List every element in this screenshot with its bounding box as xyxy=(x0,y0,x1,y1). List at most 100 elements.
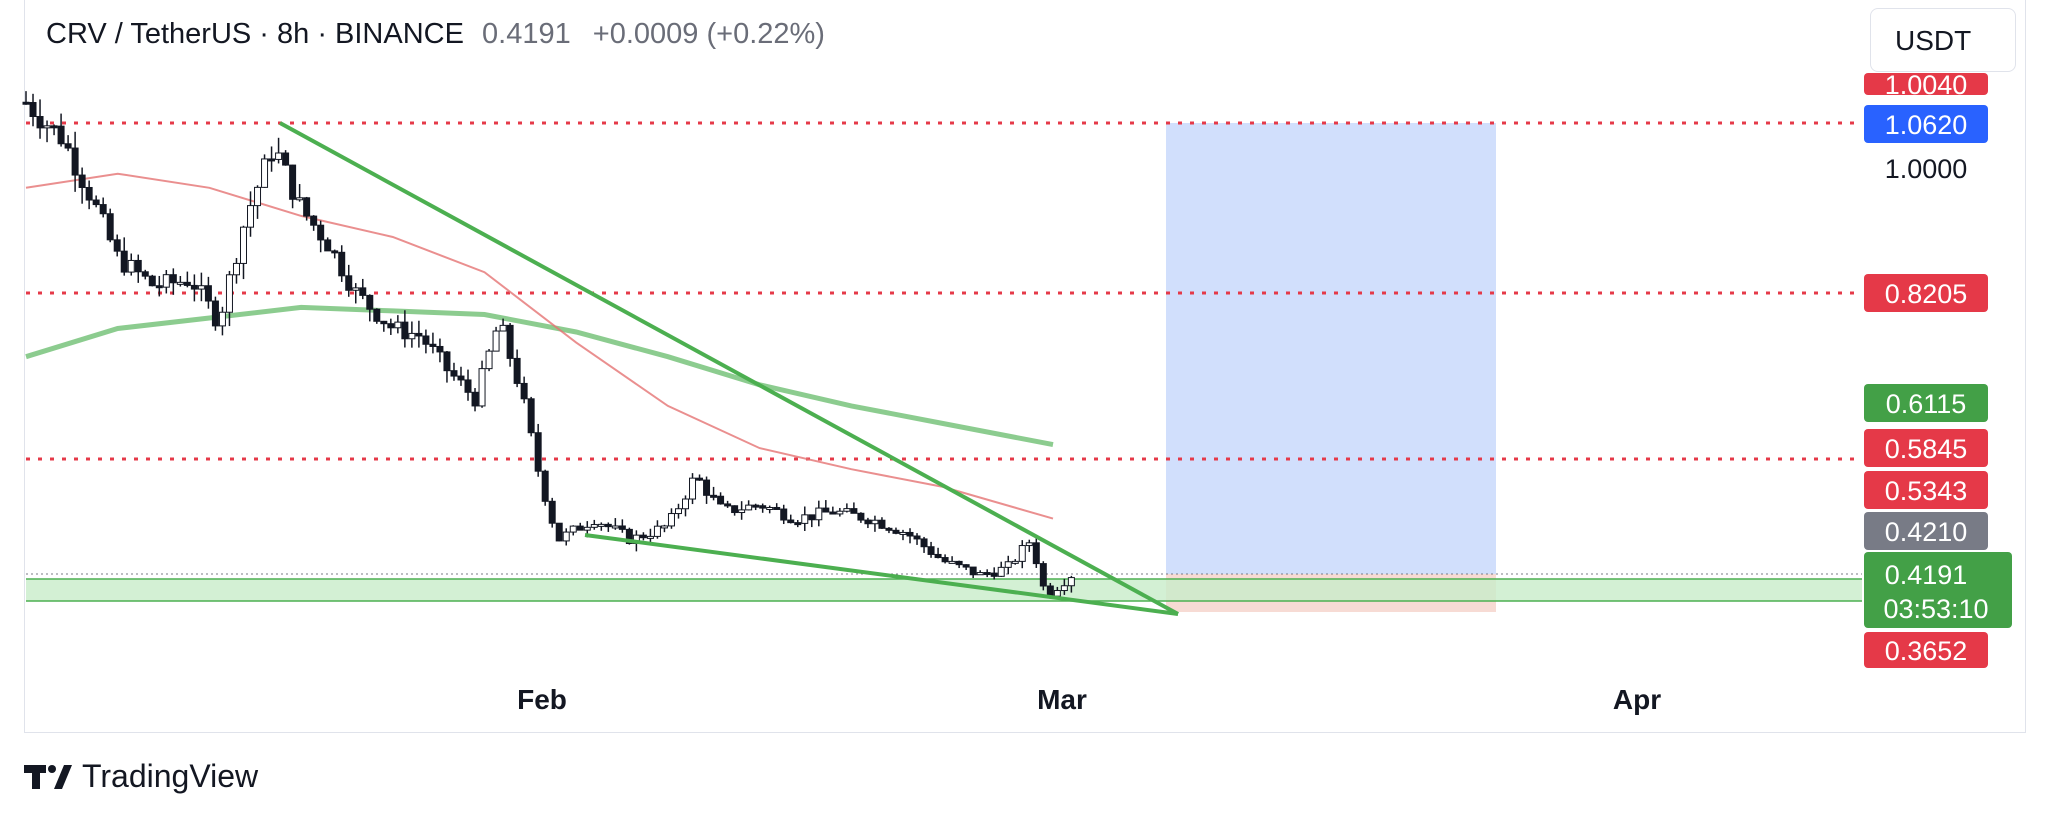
candle[interactable] xyxy=(99,204,107,215)
target-zone[interactable] xyxy=(1166,123,1496,575)
candle[interactable] xyxy=(892,529,900,534)
ma-fast-line[interactable] xyxy=(25,172,1054,520)
candle[interactable] xyxy=(359,287,367,296)
candle[interactable] xyxy=(331,250,339,254)
candle[interactable] xyxy=(717,495,725,505)
candle[interactable] xyxy=(275,152,283,160)
candle[interactable] xyxy=(878,519,886,529)
candle[interactable] xyxy=(485,350,493,370)
candle[interactable] xyxy=(317,224,325,241)
candle[interactable] xyxy=(247,205,255,228)
candle[interactable] xyxy=(324,239,332,252)
candle[interactable] xyxy=(239,226,247,264)
candle[interactable] xyxy=(703,479,711,496)
candle[interactable] xyxy=(1060,585,1068,592)
candle[interactable] xyxy=(660,525,668,529)
candle[interactable] xyxy=(92,199,100,206)
candle[interactable] xyxy=(282,152,290,166)
candle[interactable] xyxy=(1053,590,1061,597)
candle[interactable] xyxy=(696,477,704,481)
trendline-upper[interactable] xyxy=(279,121,1179,616)
candle[interactable] xyxy=(815,507,823,521)
candle[interactable] xyxy=(962,564,970,568)
candle[interactable] xyxy=(548,500,556,524)
candle[interactable] xyxy=(338,251,346,277)
candle[interactable] xyxy=(225,274,233,313)
candle[interactable] xyxy=(464,379,472,393)
candle[interactable] xyxy=(646,535,654,539)
candle[interactable] xyxy=(162,274,170,288)
candle[interactable] xyxy=(562,531,570,542)
candle[interactable] xyxy=(64,143,72,149)
candle[interactable] xyxy=(394,321,402,329)
candle[interactable] xyxy=(254,186,262,207)
candle[interactable] xyxy=(85,186,93,201)
candle[interactable] xyxy=(682,498,690,510)
candle[interactable] xyxy=(436,345,444,353)
candle[interactable] xyxy=(604,523,612,528)
candle[interactable] xyxy=(822,507,830,513)
candle[interactable] xyxy=(50,125,58,129)
candle[interactable] xyxy=(1018,545,1026,562)
candle[interactable] xyxy=(611,525,619,529)
candle[interactable] xyxy=(976,572,984,576)
candle[interactable] xyxy=(120,250,128,273)
candle[interactable] xyxy=(583,526,591,531)
candle[interactable] xyxy=(667,513,675,527)
candle[interactable] xyxy=(1067,577,1075,587)
candle[interactable] xyxy=(36,116,44,129)
candle[interactable] xyxy=(211,300,219,327)
candle[interactable] xyxy=(913,535,921,540)
candle[interactable] xyxy=(1046,585,1054,597)
candle[interactable] xyxy=(794,522,802,526)
tradingview-logo[interactable]: TradingView xyxy=(24,758,258,795)
candle[interactable] xyxy=(850,508,858,514)
candle[interactable] xyxy=(569,525,577,533)
candle[interactable] xyxy=(885,527,893,531)
candle[interactable] xyxy=(766,506,774,510)
candle[interactable] xyxy=(443,351,451,372)
candle[interactable] xyxy=(710,494,718,498)
candle[interactable] xyxy=(345,275,353,291)
candle[interactable] xyxy=(625,528,633,544)
candle[interactable] xyxy=(948,560,956,564)
candle[interactable] xyxy=(478,368,486,407)
candle[interactable] xyxy=(590,524,598,528)
candle[interactable] xyxy=(408,332,416,340)
candle[interactable] xyxy=(534,432,542,472)
candle[interactable] xyxy=(232,262,240,276)
candle[interactable] xyxy=(141,271,149,277)
candle[interactable] xyxy=(653,525,661,537)
candle[interactable] xyxy=(576,525,584,531)
candle[interactable] xyxy=(829,511,837,515)
candle[interactable] xyxy=(401,321,409,340)
candle[interactable] xyxy=(780,508,788,521)
candle[interactable] xyxy=(618,525,626,530)
candle[interactable] xyxy=(871,519,879,525)
candle[interactable] xyxy=(639,534,647,539)
candle[interactable] xyxy=(674,508,682,515)
candle[interactable] xyxy=(801,514,809,524)
candle[interactable] xyxy=(513,357,521,384)
candle[interactable] xyxy=(415,332,423,337)
candle[interactable] xyxy=(22,101,30,105)
candle[interactable] xyxy=(387,323,395,329)
candle[interactable] xyxy=(296,197,304,201)
candle[interactable] xyxy=(499,324,507,332)
candle[interactable] xyxy=(29,102,37,118)
candle[interactable] xyxy=(261,158,269,188)
candle[interactable] xyxy=(920,538,928,548)
support-zone[interactable] xyxy=(26,579,1862,601)
candle[interactable] xyxy=(843,508,851,512)
candle[interactable] xyxy=(857,512,865,521)
candle[interactable] xyxy=(738,509,746,514)
candle[interactable] xyxy=(127,259,135,273)
candle[interactable] xyxy=(190,284,198,290)
candle[interactable] xyxy=(724,503,732,507)
candle[interactable] xyxy=(541,470,549,502)
candle[interactable] xyxy=(380,320,388,325)
candle[interactable] xyxy=(934,553,942,559)
candle[interactable] xyxy=(169,274,177,284)
candle[interactable] xyxy=(906,531,914,537)
candle[interactable] xyxy=(927,546,935,555)
